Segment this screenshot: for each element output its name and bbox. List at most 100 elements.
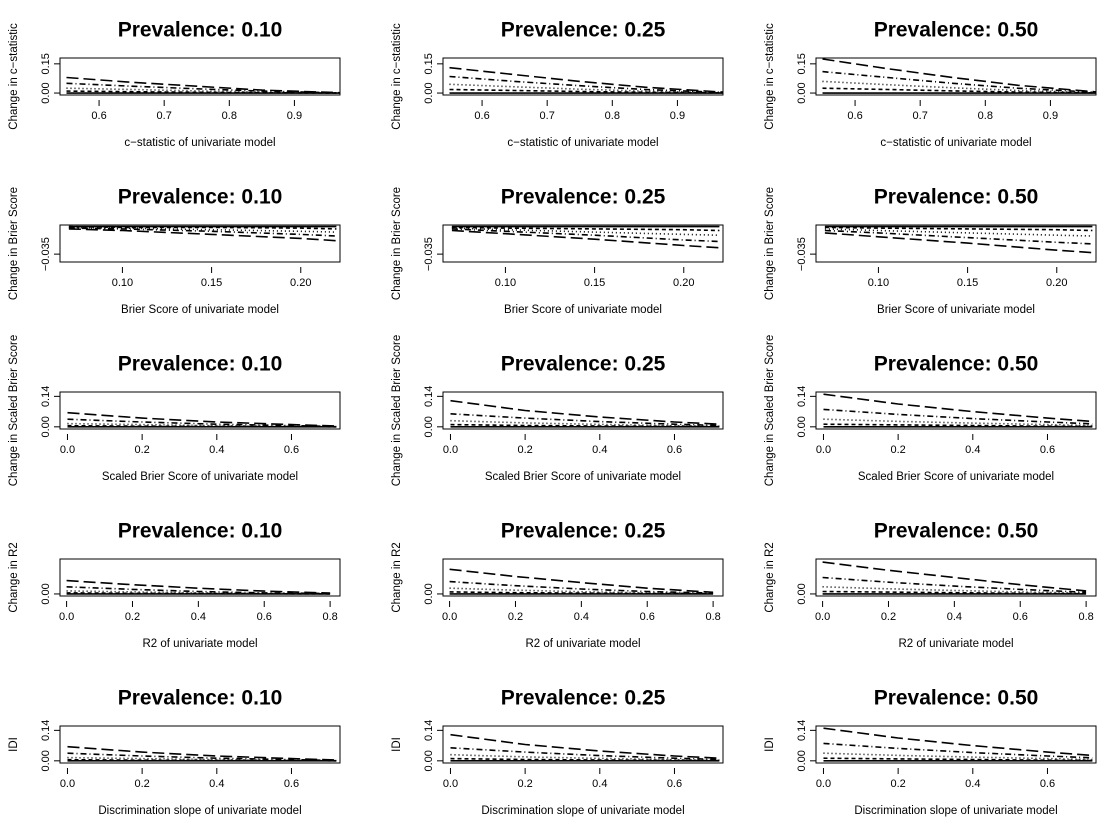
x-axis-label: Discrimination slope of univariate model <box>854 805 1057 817</box>
y-axis-label: Change in Brier Score <box>764 187 776 300</box>
y-tick-label: 0.15 <box>423 53 435 74</box>
x-tick-label: 0.6 <box>667 444 682 456</box>
x-tick-label: 0.6 <box>284 444 299 456</box>
x-tick-label: 0.4 <box>209 778 224 790</box>
series-line <box>67 752 337 762</box>
chart-title: Prevalence: 0.50 <box>874 186 1039 209</box>
series-line <box>67 411 337 427</box>
x-tick-label: 0.4 <box>574 611 589 623</box>
x-axis-label: c−statistic of univariate model <box>124 137 275 149</box>
x-axis-label: Brier Score of univariate model <box>877 304 1035 316</box>
y-tick-label: 0.00 <box>796 583 808 604</box>
series-line <box>823 418 1093 427</box>
y-axis-label: IDI <box>8 737 20 752</box>
plot-frame <box>815 558 1097 597</box>
series-line <box>823 742 1093 759</box>
chart-title: Prevalence: 0.10 <box>118 520 283 543</box>
x-tick-label: 0.2 <box>125 611 140 623</box>
plot-frame <box>815 57 1097 96</box>
plot-frame <box>59 224 341 263</box>
series-line <box>822 70 1097 94</box>
series-line <box>450 413 720 427</box>
x-tick-label: 0.9 <box>1043 110 1058 122</box>
series-line <box>68 225 337 230</box>
x-tick-label: 0.8 <box>1078 611 1093 623</box>
y-axis-label: IDI <box>764 737 776 752</box>
x-tick-label: 0.4 <box>592 444 607 456</box>
series-line <box>823 408 1093 425</box>
series-line <box>823 423 1093 428</box>
x-axis-label: Scaled Brier Score of univariate model <box>485 471 681 483</box>
x-tick-label: 0.6 <box>667 778 682 790</box>
x-tick-label: 0.2 <box>517 778 532 790</box>
x-tick-label: 0.6 <box>1040 444 1055 456</box>
y-tick-label: 0.00 <box>423 82 435 103</box>
y-tick-label: 0.00 <box>40 583 52 604</box>
x-tick-label: 0.6 <box>257 611 272 623</box>
y-axis-label: Change in Scaled Brier Score <box>8 335 20 487</box>
x-tick-label: 0.7 <box>540 110 555 122</box>
x-tick-label: 0.2 <box>508 611 523 623</box>
x-tick-label: 0.2 <box>890 778 905 790</box>
x-axis-label: Brier Score of univariate model <box>504 304 662 316</box>
y-axis-label: Change in c−statistic <box>391 23 403 130</box>
x-tick-label: 0.6 <box>474 110 489 122</box>
series-line <box>68 227 337 237</box>
x-tick-label: 0.0 <box>816 778 831 790</box>
y-axis-label: Change in c−statistic <box>764 23 776 130</box>
y-tick-label: 0.14 <box>423 386 435 407</box>
x-tick-label: 0.6 <box>1040 778 1055 790</box>
series-line <box>450 747 720 761</box>
y-tick-label: 0.15 <box>796 53 808 74</box>
plot-frame <box>815 224 1097 263</box>
series-line <box>66 90 341 94</box>
x-tick-label: 0.7 <box>157 110 172 122</box>
plot-frame <box>442 57 724 96</box>
series-line <box>449 66 724 93</box>
series-line <box>66 579 331 594</box>
chart-title: Prevalence: 0.10 <box>118 19 283 42</box>
chart-title: Prevalence: 0.50 <box>874 19 1039 42</box>
x-tick-label: 0.8 <box>605 110 620 122</box>
plot-frame <box>442 391 724 430</box>
series-line <box>449 75 724 94</box>
plot-frame <box>815 391 1097 430</box>
series-line <box>824 229 1093 245</box>
x-tick-label: 0.6 <box>640 611 655 623</box>
y-tick-label: −0.035 <box>796 237 808 271</box>
x-tick-label: 0.15 <box>584 277 605 289</box>
x-tick-label: 0.2 <box>134 444 149 456</box>
series-line <box>449 580 714 594</box>
y-tick-label: 0.00 <box>40 750 52 771</box>
y-axis-label: Change in Scaled Brier Score <box>391 335 403 487</box>
y-tick-label: 0.00 <box>423 583 435 604</box>
x-axis-label: c−statistic of univariate model <box>880 137 1031 149</box>
x-tick-label: 0.20 <box>1046 277 1067 289</box>
x-tick-label: 0.15 <box>957 277 978 289</box>
plot-frame <box>442 224 724 263</box>
y-tick-label: −0.035 <box>40 237 52 271</box>
x-tick-label: 0.10 <box>112 277 133 289</box>
x-tick-label: 0.4 <box>965 444 980 456</box>
y-axis-label: Change in R2 <box>764 542 776 612</box>
x-axis-label: Discrimination slope of univariate model <box>481 805 684 817</box>
y-axis-label: IDI <box>391 737 403 752</box>
y-axis-label: Change in R2 <box>8 542 20 612</box>
y-axis-label: Change in Brier Score <box>8 187 20 300</box>
y-tick-label: 0.00 <box>796 416 808 437</box>
series-line <box>822 561 1087 592</box>
chart-title: Prevalence: 0.25 <box>501 520 666 543</box>
y-axis-label: Change in c−statistic <box>8 23 20 130</box>
x-tick-label: 0.0 <box>815 611 830 623</box>
series-line <box>66 586 331 595</box>
x-tick-label: 0.0 <box>816 444 831 456</box>
series-line <box>823 393 1093 423</box>
y-axis-label: Change in R2 <box>391 542 403 612</box>
y-tick-label: 0.00 <box>423 416 435 437</box>
series-line <box>451 228 720 243</box>
x-tick-label: 0.4 <box>965 778 980 790</box>
x-tick-label: 0.6 <box>91 110 106 122</box>
x-tick-label: 0.10 <box>868 277 889 289</box>
chart-title: Prevalence: 0.50 <box>874 520 1039 543</box>
